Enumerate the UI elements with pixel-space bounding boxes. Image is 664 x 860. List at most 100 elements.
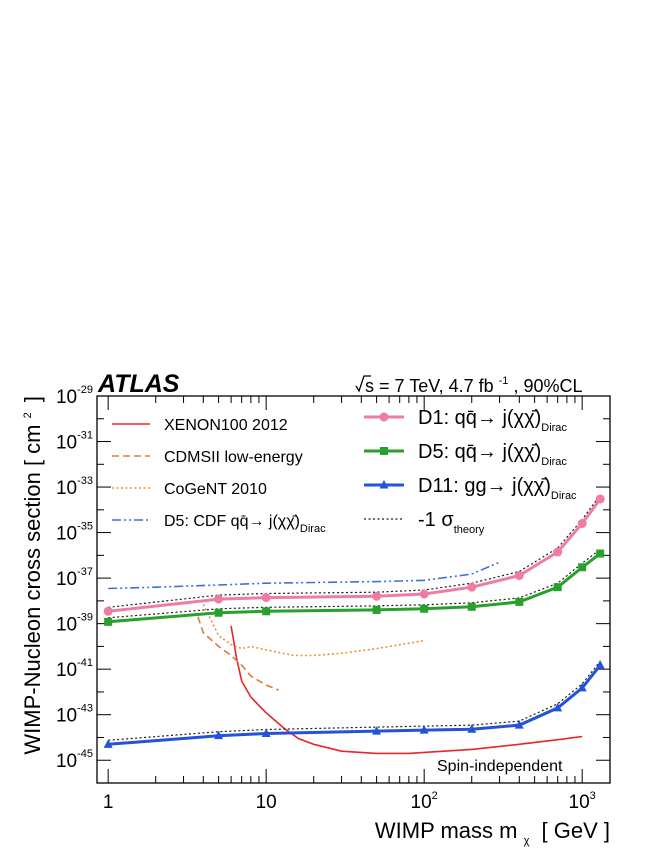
legend-label-text: CDMSII low-energy xyxy=(164,449,303,466)
legend-label-sub: Dirac xyxy=(551,490,577,502)
data-point xyxy=(467,724,477,733)
y-tick-label-base: 10 xyxy=(56,751,77,772)
series-line-0 xyxy=(230,625,583,755)
y-tick-label: 10-35 xyxy=(56,521,93,545)
y-tick-label: 10-33 xyxy=(56,475,93,499)
y-axis-title-exp: 2 xyxy=(22,412,34,418)
y-tick-label: 10-41 xyxy=(56,657,93,681)
y-tick-label-exp: -39 xyxy=(77,612,93,624)
series-line-5 xyxy=(108,552,602,624)
legend-label-text: D5: CDF qq̄→ j(χχ̄) xyxy=(164,513,300,530)
data-point xyxy=(261,593,271,603)
y-tick-label-base: 10 xyxy=(56,615,77,636)
legend-marker xyxy=(379,412,389,422)
series-theory-line xyxy=(108,494,601,608)
y-tick-label: 10-39 xyxy=(56,612,93,636)
legend-label: -1 σtheory xyxy=(418,509,485,536)
data-point xyxy=(553,547,563,557)
y-tick-label-exp: -35 xyxy=(77,521,93,533)
legend-label: XENON100 2012 xyxy=(164,417,288,434)
legend-label-sub: theory xyxy=(454,524,485,536)
x-tick-label: 10 xyxy=(256,792,277,813)
data-point xyxy=(214,608,223,617)
data-point xyxy=(104,617,113,626)
x-axis-title-main: WIMP mass m xyxy=(375,818,518,843)
data-point xyxy=(262,607,271,616)
atlas-label: ATLAS xyxy=(97,370,180,398)
series-theory-line xyxy=(108,549,601,619)
legend-label-text: CoGeNT 2010 xyxy=(164,481,267,498)
plot-frame xyxy=(96,395,611,784)
axis-tick-labels: 1 10 102 10310-2910-3110-3310-3510-3710-391… xyxy=(56,384,596,813)
legend-label: D5: qq̄→ j(χχ̄)Dirac xyxy=(418,441,567,468)
legend-label-text: -1 σ xyxy=(418,509,454,531)
x-axis-title-unit: [ GeV ] xyxy=(542,818,610,843)
y-tick-label-base: 10 xyxy=(56,524,77,545)
data-point xyxy=(372,605,381,614)
data-point xyxy=(214,594,224,604)
legend-label-text: D5: qq̄→ j(χχ̄) xyxy=(418,441,541,463)
y-tick-label-base: 10 xyxy=(56,433,77,454)
x-tick-label-exp: 2 xyxy=(432,790,438,802)
data-point xyxy=(261,728,271,737)
legend: XENON100 2012 CDMSII low-energy CoGeNT 201… xyxy=(112,407,577,536)
axis-ticks xyxy=(97,395,610,784)
x-tick-label: 102 xyxy=(411,790,438,813)
legend-marker xyxy=(379,480,389,489)
legend-label-sub: Dirac xyxy=(541,422,567,434)
data-point xyxy=(578,563,587,572)
series-line-2 xyxy=(202,604,425,657)
series-line-6 xyxy=(108,664,602,746)
markers-group xyxy=(103,494,605,748)
y-axis-title-main: WIMP-Nucleon cross section [ cm xyxy=(20,425,45,755)
x-tick-label-base: 10 xyxy=(411,792,432,813)
legend-label: CDMSII low-energy xyxy=(164,449,303,466)
data-point xyxy=(103,606,113,616)
data-point xyxy=(577,519,587,529)
y-tick-label: 10-29 xyxy=(56,384,93,408)
legend-label: D5: CDF qq̄→ j(χχ̄)Dirac xyxy=(164,513,326,535)
x-tick-label: 1 xyxy=(103,792,114,813)
y-tick-label-exp: -29 xyxy=(77,384,93,396)
y-tick-label-base: 10 xyxy=(56,478,77,499)
x-axis-title: WIMP mass m χ [ GeV ] xyxy=(375,818,610,849)
legend-label-sub: Dirac xyxy=(300,523,326,535)
x-tick-label: 103 xyxy=(569,790,596,813)
legend-marker xyxy=(380,447,388,455)
legend-label: D11: gg→ j(χχ̄)Dirac xyxy=(418,475,577,502)
x-tick-label-base: 10 xyxy=(569,792,590,813)
y-tick-label-exp: -37 xyxy=(77,566,93,578)
header-lumi-exp: -1 xyxy=(499,375,509,387)
data-point xyxy=(372,726,382,735)
y-tick-label-exp: -41 xyxy=(77,657,93,669)
data-point xyxy=(595,660,605,669)
header-energy: s = 7 TeV, 4.7 fb -1 , 90%CL xyxy=(355,368,582,396)
data-point xyxy=(467,582,477,592)
y-tick-label-base: 10 xyxy=(56,706,77,727)
data-point xyxy=(420,604,429,613)
series-line-1 xyxy=(197,616,279,691)
svg-text:s = 7 TeV, 4.7 fb: s = 7 TeV, 4.7 fb -1 , 90%CL xyxy=(365,368,582,396)
series-line-4 xyxy=(108,498,602,613)
y-axis-title-close: ] xyxy=(20,396,45,402)
legend-label-sub: Dirac xyxy=(541,456,567,468)
y-tick-label: 10-45 xyxy=(56,748,93,772)
data-point xyxy=(419,589,429,599)
series-theory-line xyxy=(108,660,601,741)
y-tick-label-base: 10 xyxy=(56,569,77,590)
legend-label-text: XENON100 2012 xyxy=(164,417,288,434)
annotation-spin-independent: Spin-independent xyxy=(437,758,563,775)
y-tick-label: 10-37 xyxy=(56,566,93,590)
data-point xyxy=(514,720,524,729)
y-tick-label-exp: -31 xyxy=(77,430,93,442)
data-point xyxy=(514,571,524,581)
y-tick-label-exp: -43 xyxy=(77,703,93,715)
data-point xyxy=(553,583,562,592)
series-line-3 xyxy=(108,561,500,590)
y-tick-label: 10-31 xyxy=(56,430,93,454)
data-point xyxy=(595,494,605,504)
y-axis-title: WIMP-Nucleon cross section [ cm 2 ] xyxy=(11,396,45,755)
legend-label: CoGeNT 2010 xyxy=(164,481,267,498)
y-tick-label: 10-43 xyxy=(56,703,93,727)
legend-label-text: D1: qq̄→ j(χχ̄) xyxy=(418,407,541,429)
